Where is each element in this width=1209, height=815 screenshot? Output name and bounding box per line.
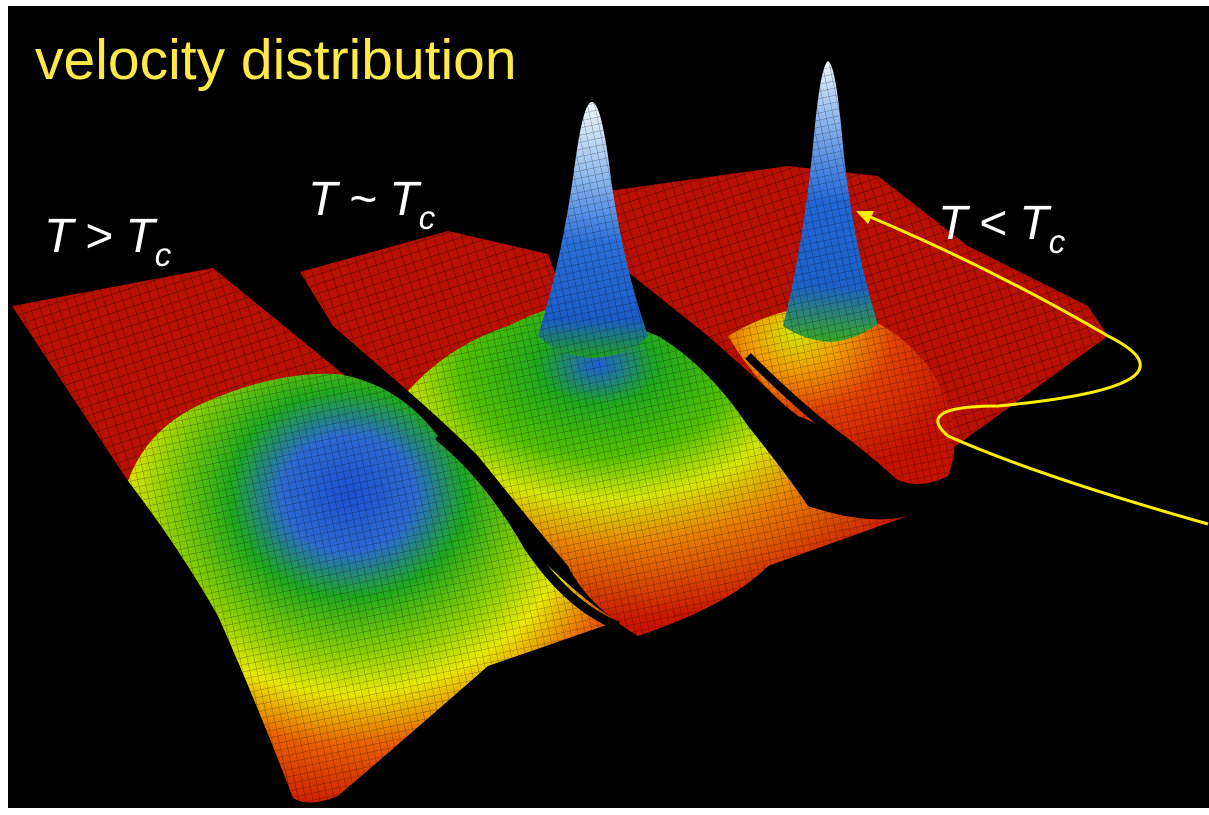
slide-title: velocity distribution xyxy=(35,28,517,92)
label-low-variable: T xyxy=(938,197,968,250)
surface-thermal xyxy=(128,373,618,803)
label-crit-operator: ~ xyxy=(349,173,378,226)
label-low-operator: < xyxy=(979,197,1008,250)
gap-right xyxy=(745,353,911,499)
label-below-critical: T < Tc xyxy=(938,197,1065,259)
surface-condensate xyxy=(728,306,955,484)
annotation-arrowhead xyxy=(856,211,874,224)
surface-critical xyxy=(408,306,908,636)
label-crit-variable: T xyxy=(308,173,338,226)
label-high-operator: > xyxy=(85,210,114,263)
gap-left xyxy=(435,432,620,631)
slide-canvas: velocity distribution T > Tc T ~ Tc T < Tc xyxy=(8,6,1209,808)
label-high-subscript: c xyxy=(154,236,172,273)
label-above-critical: T > Tc xyxy=(44,210,171,272)
label-high-reference: T xyxy=(125,210,155,263)
label-near-critical: T ~ Tc xyxy=(308,173,435,235)
label-low-subscript: c xyxy=(1048,223,1066,260)
peak-critical xyxy=(538,101,648,358)
floor-left-back xyxy=(12,268,348,481)
peak-condensate xyxy=(783,61,878,342)
label-crit-reference: T xyxy=(389,173,419,226)
label-high-variable: T xyxy=(44,210,74,263)
annotation-curve xyxy=(862,212,1209,526)
floor-middle-back xyxy=(300,231,563,391)
label-low-reference: T xyxy=(1019,197,1049,250)
velocity-distribution-plot xyxy=(12,61,1209,803)
label-crit-subscript: c xyxy=(418,199,436,236)
